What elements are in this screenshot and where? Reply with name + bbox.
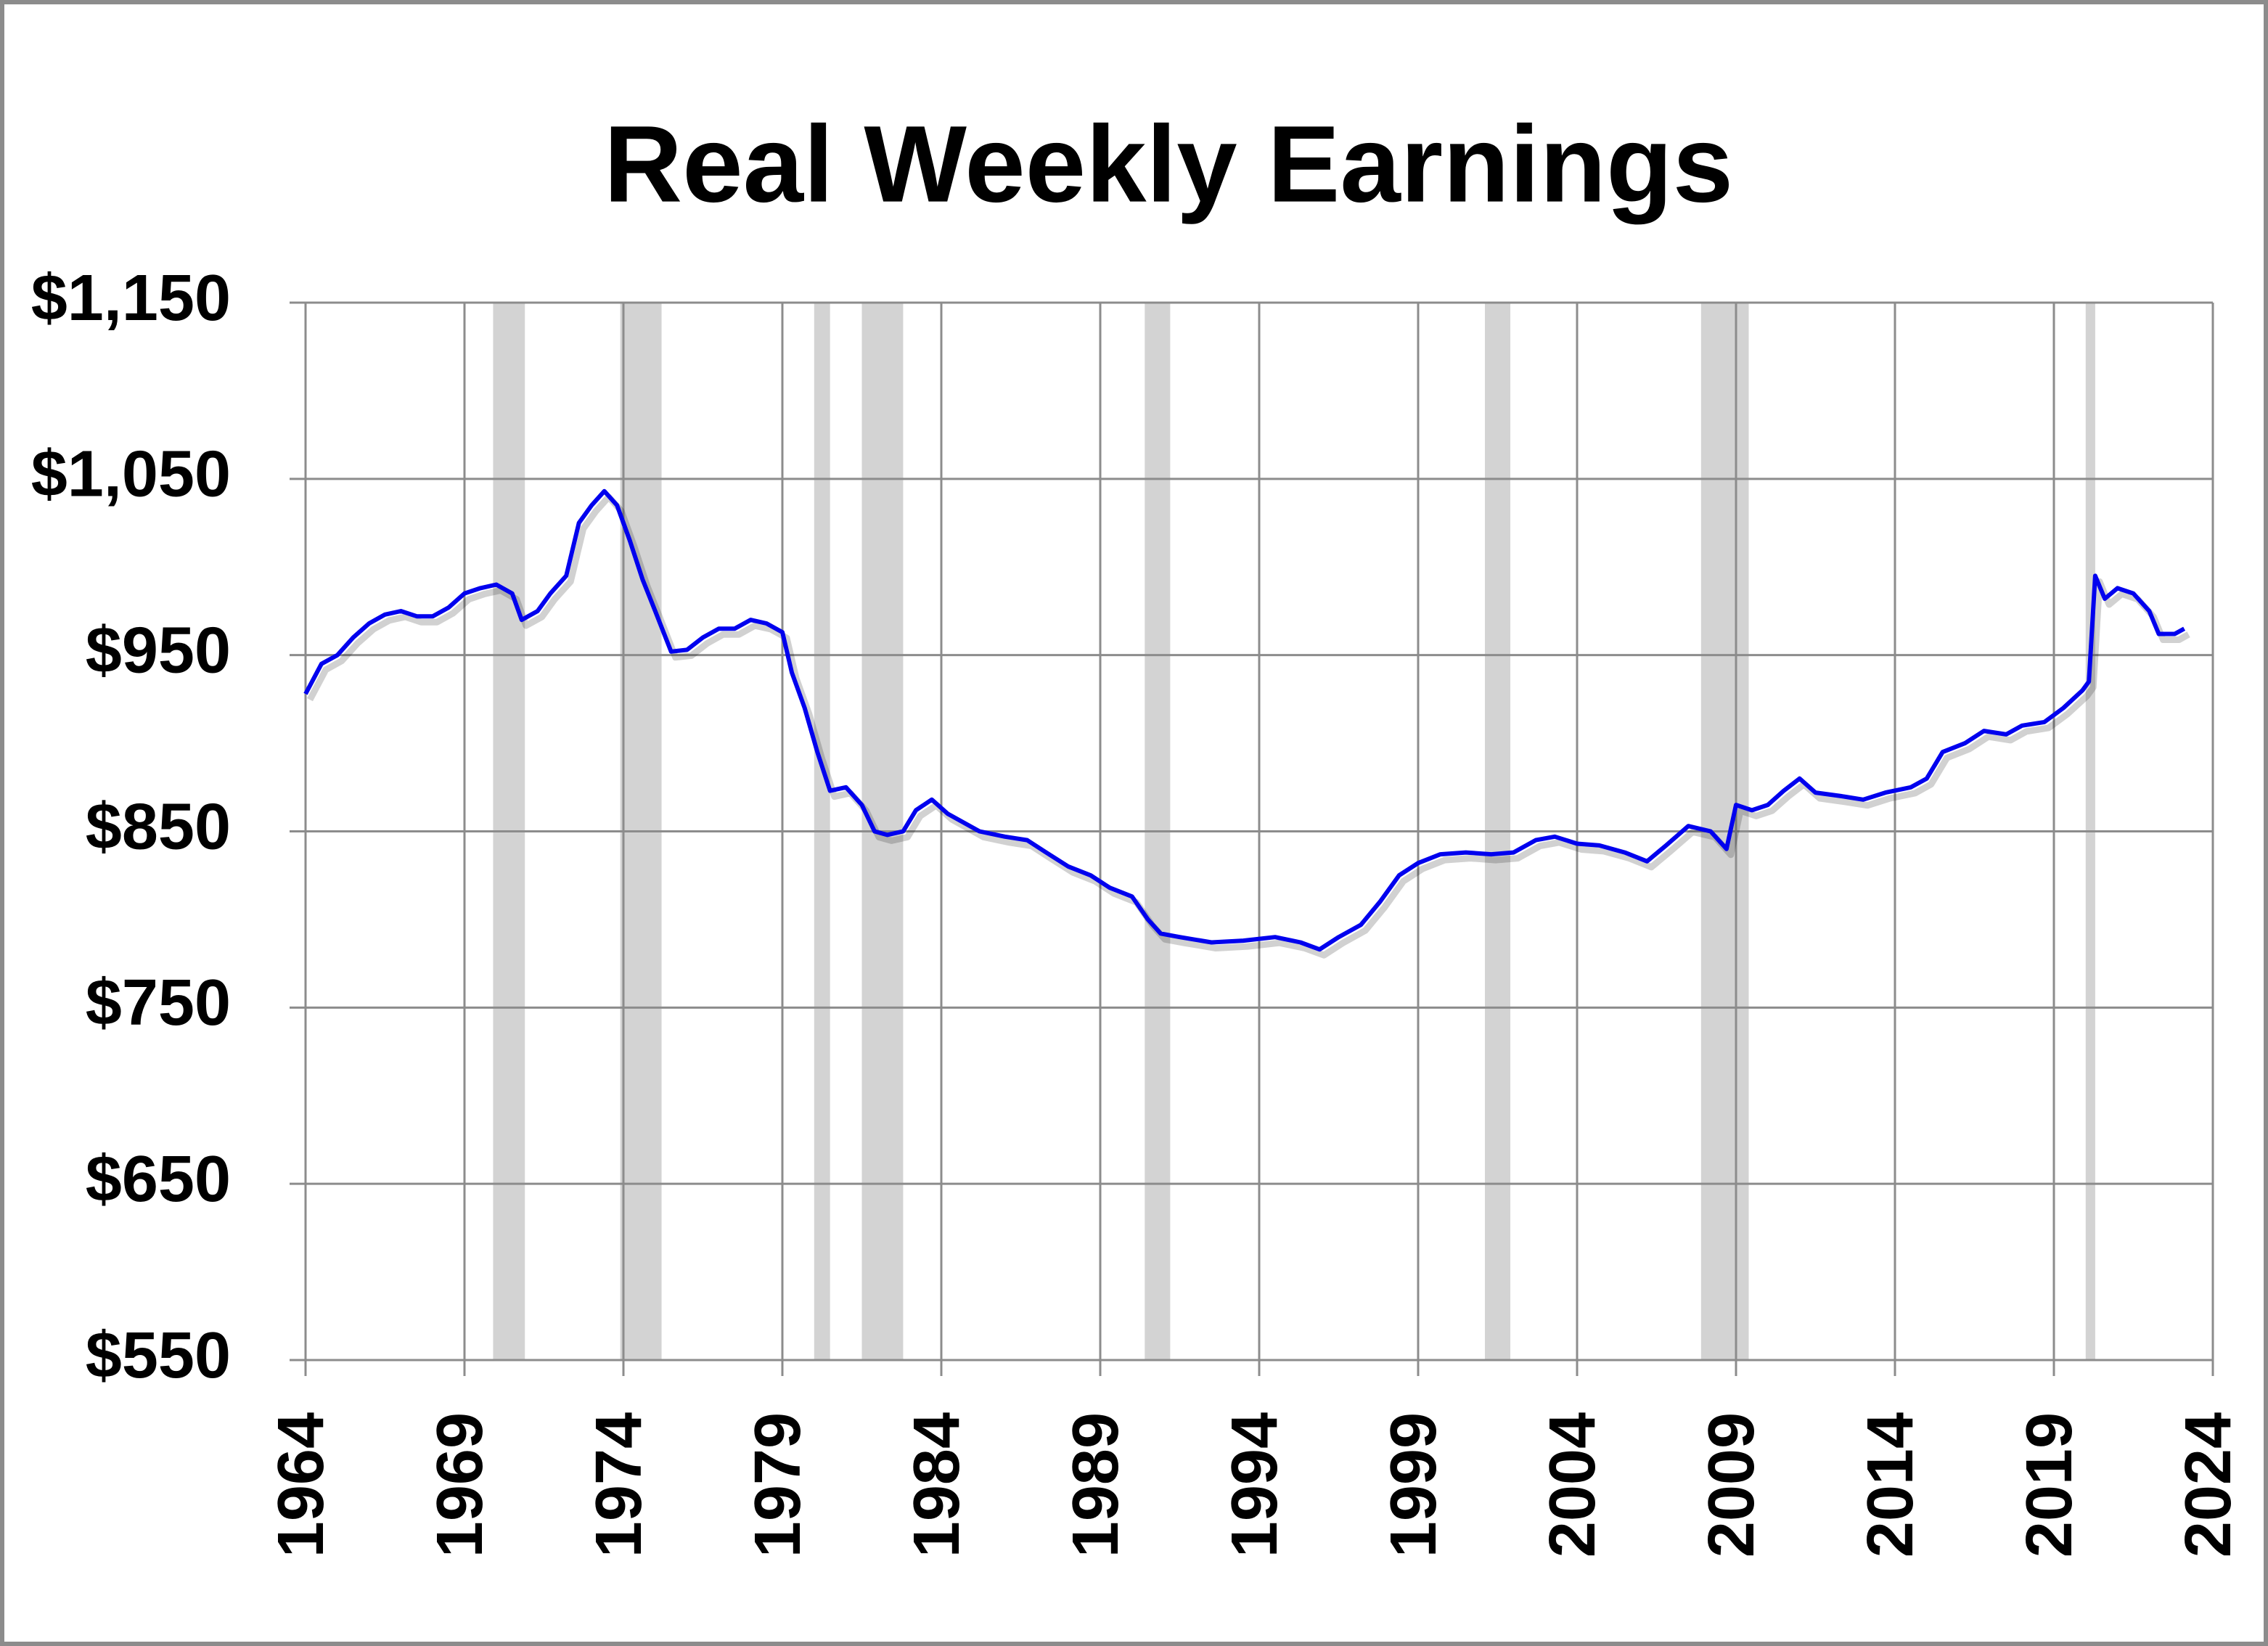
x-tick-label: 1999 xyxy=(1377,1412,1450,1557)
x-tick-label: 1989 xyxy=(1060,1412,1132,1557)
x-tick-label: 2004 xyxy=(1536,1412,1609,1557)
x-tick-label: 1964 xyxy=(265,1412,337,1557)
earnings-line xyxy=(303,488,2186,952)
y-tick-label: $550 xyxy=(86,1319,231,1392)
chart-title: Real Weekly Earnings xyxy=(604,103,1733,225)
x-tick-label: 2009 xyxy=(1695,1412,1768,1557)
y-tick-label: $750 xyxy=(86,967,231,1039)
y-tick-label: $1,150 xyxy=(31,262,231,335)
y-tick-label: $650 xyxy=(86,1143,231,1216)
y-tick-label: $1,050 xyxy=(31,438,231,511)
x-tick-label: 1974 xyxy=(583,1412,655,1557)
x-tick-label: 2014 xyxy=(1854,1412,1927,1557)
x-tick-label: 1994 xyxy=(1219,1412,1291,1557)
x-tick-label: 2024 xyxy=(2172,1412,2245,1557)
y-tick-label: $950 xyxy=(86,614,231,687)
x-tick-label: 1984 xyxy=(901,1412,973,1557)
x-tick-label: 1969 xyxy=(424,1412,496,1557)
y-tick-label: $850 xyxy=(86,790,231,863)
x-tick-label: 2019 xyxy=(2013,1412,2086,1557)
x-tick-label: 1979 xyxy=(742,1412,814,1557)
